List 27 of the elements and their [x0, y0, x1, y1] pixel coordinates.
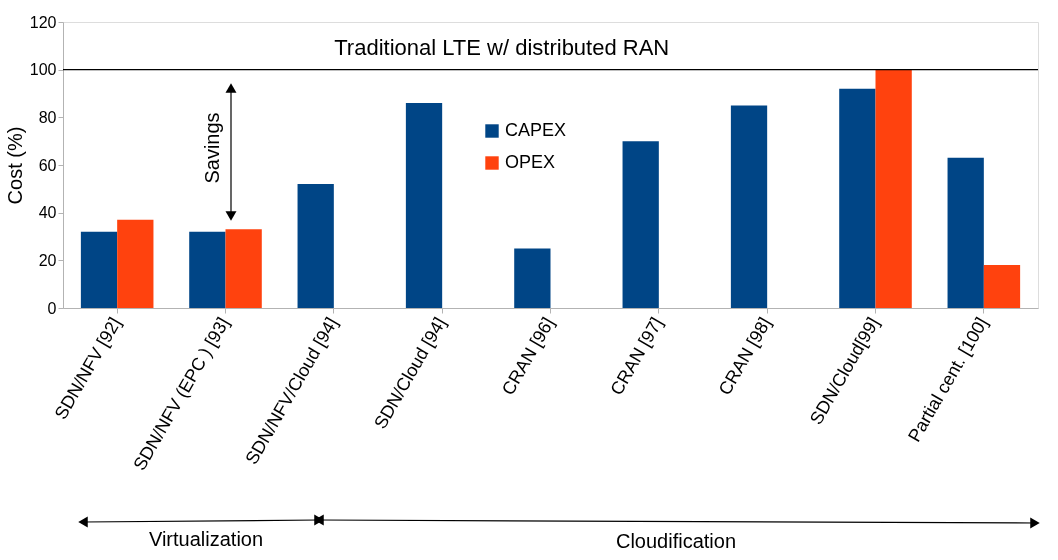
legend-label: OPEX [505, 152, 556, 172]
bar [225, 229, 262, 308]
legend-label: CAPEX [505, 120, 567, 140]
bar [839, 88, 876, 308]
bar [405, 103, 443, 308]
annotation: Savings [201, 112, 223, 184]
y-tick-label: 80 [38, 108, 57, 126]
ref-line-label: Traditional LTE w/ distributed RAN [334, 34, 670, 60]
y-axis-title: Cost (%) [3, 126, 26, 205]
y-tick-label: 0 [47, 299, 57, 317]
bar [514, 248, 551, 308]
y-tick-label: 100 [29, 61, 57, 79]
text: Cloudification [615, 530, 737, 552]
text: Virtualization [148, 528, 264, 550]
y-tick-label: 40 [38, 204, 57, 222]
bar [730, 105, 768, 308]
bar [117, 219, 154, 308]
y-tick-label: 60 [38, 156, 57, 174]
bar [983, 265, 1021, 308]
bar [875, 69, 912, 308]
y-tick-label: 120 [29, 13, 57, 31]
bar [297, 184, 334, 308]
bar [947, 157, 984, 308]
bar [80, 231, 118, 308]
y-tick-label: 20 [38, 251, 57, 269]
bar [189, 231, 226, 308]
bar [622, 141, 659, 308]
